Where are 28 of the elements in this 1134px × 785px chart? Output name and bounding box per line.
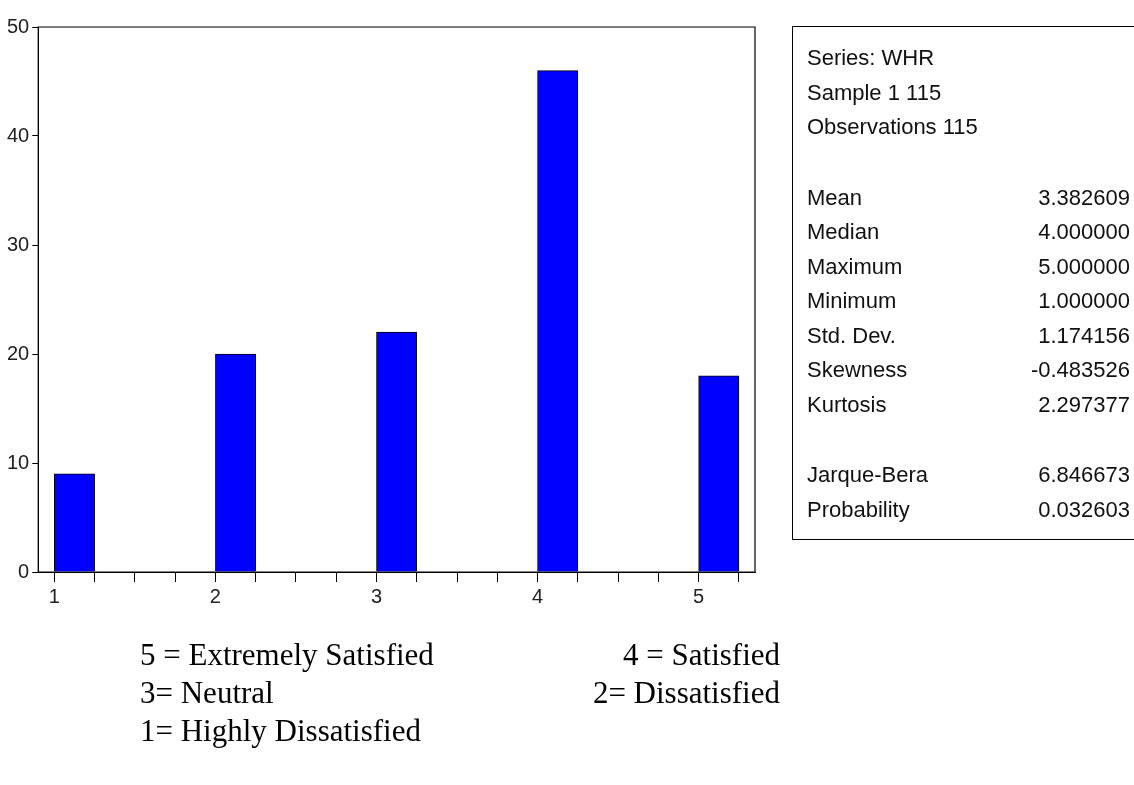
- y-tick-label: 0: [18, 559, 30, 582]
- text: Minimum 1.000000: [807, 288, 1130, 313]
- text: 4 = Satisfied: [623, 636, 780, 674]
- text: Jarque-Bera 6.846673: [807, 462, 1130, 487]
- y-tick-label: 30: [7, 232, 30, 255]
- y-tick-label: 50: [7, 14, 30, 37]
- text: Std. Dev. 1.174156: [807, 322, 1130, 348]
- text: Observations 115: [807, 113, 978, 141]
- text: Probability 0.032603: [807, 496, 1130, 522]
- y-tick-label: 10: [7, 450, 30, 473]
- text: Series: WHR: [807, 44, 935, 72]
- x-tick-label: 5: [693, 584, 705, 607]
- text: 2= Dissatisfied: [592, 674, 780, 712]
- text: Maximum 5.000000: [807, 253, 1130, 279]
- y-tick-label: 20: [7, 341, 30, 364]
- text: 1= Highly Dissatisfied: [140, 712, 421, 750]
- text: Mean 3.382609: [807, 184, 1130, 210]
- x-tick-label: 2: [209, 584, 221, 607]
- text: Skewness -0.483526: [807, 357, 1130, 382]
- text: Kurtosis 2.297377: [807, 391, 1130, 417]
- text: Sample 1 115: [807, 78, 942, 107]
- y-tick-label: 40: [7, 123, 30, 146]
- text: 5 = Extremely Satisfied: [140, 636, 434, 674]
- x-tick-label: 4: [532, 584, 544, 607]
- text: 3= Neutral: [140, 674, 274, 712]
- x-tick-label: 1: [48, 584, 60, 607]
- text: Median 4.000000: [807, 219, 1130, 244]
- x-tick-label: 3: [370, 584, 383, 607]
